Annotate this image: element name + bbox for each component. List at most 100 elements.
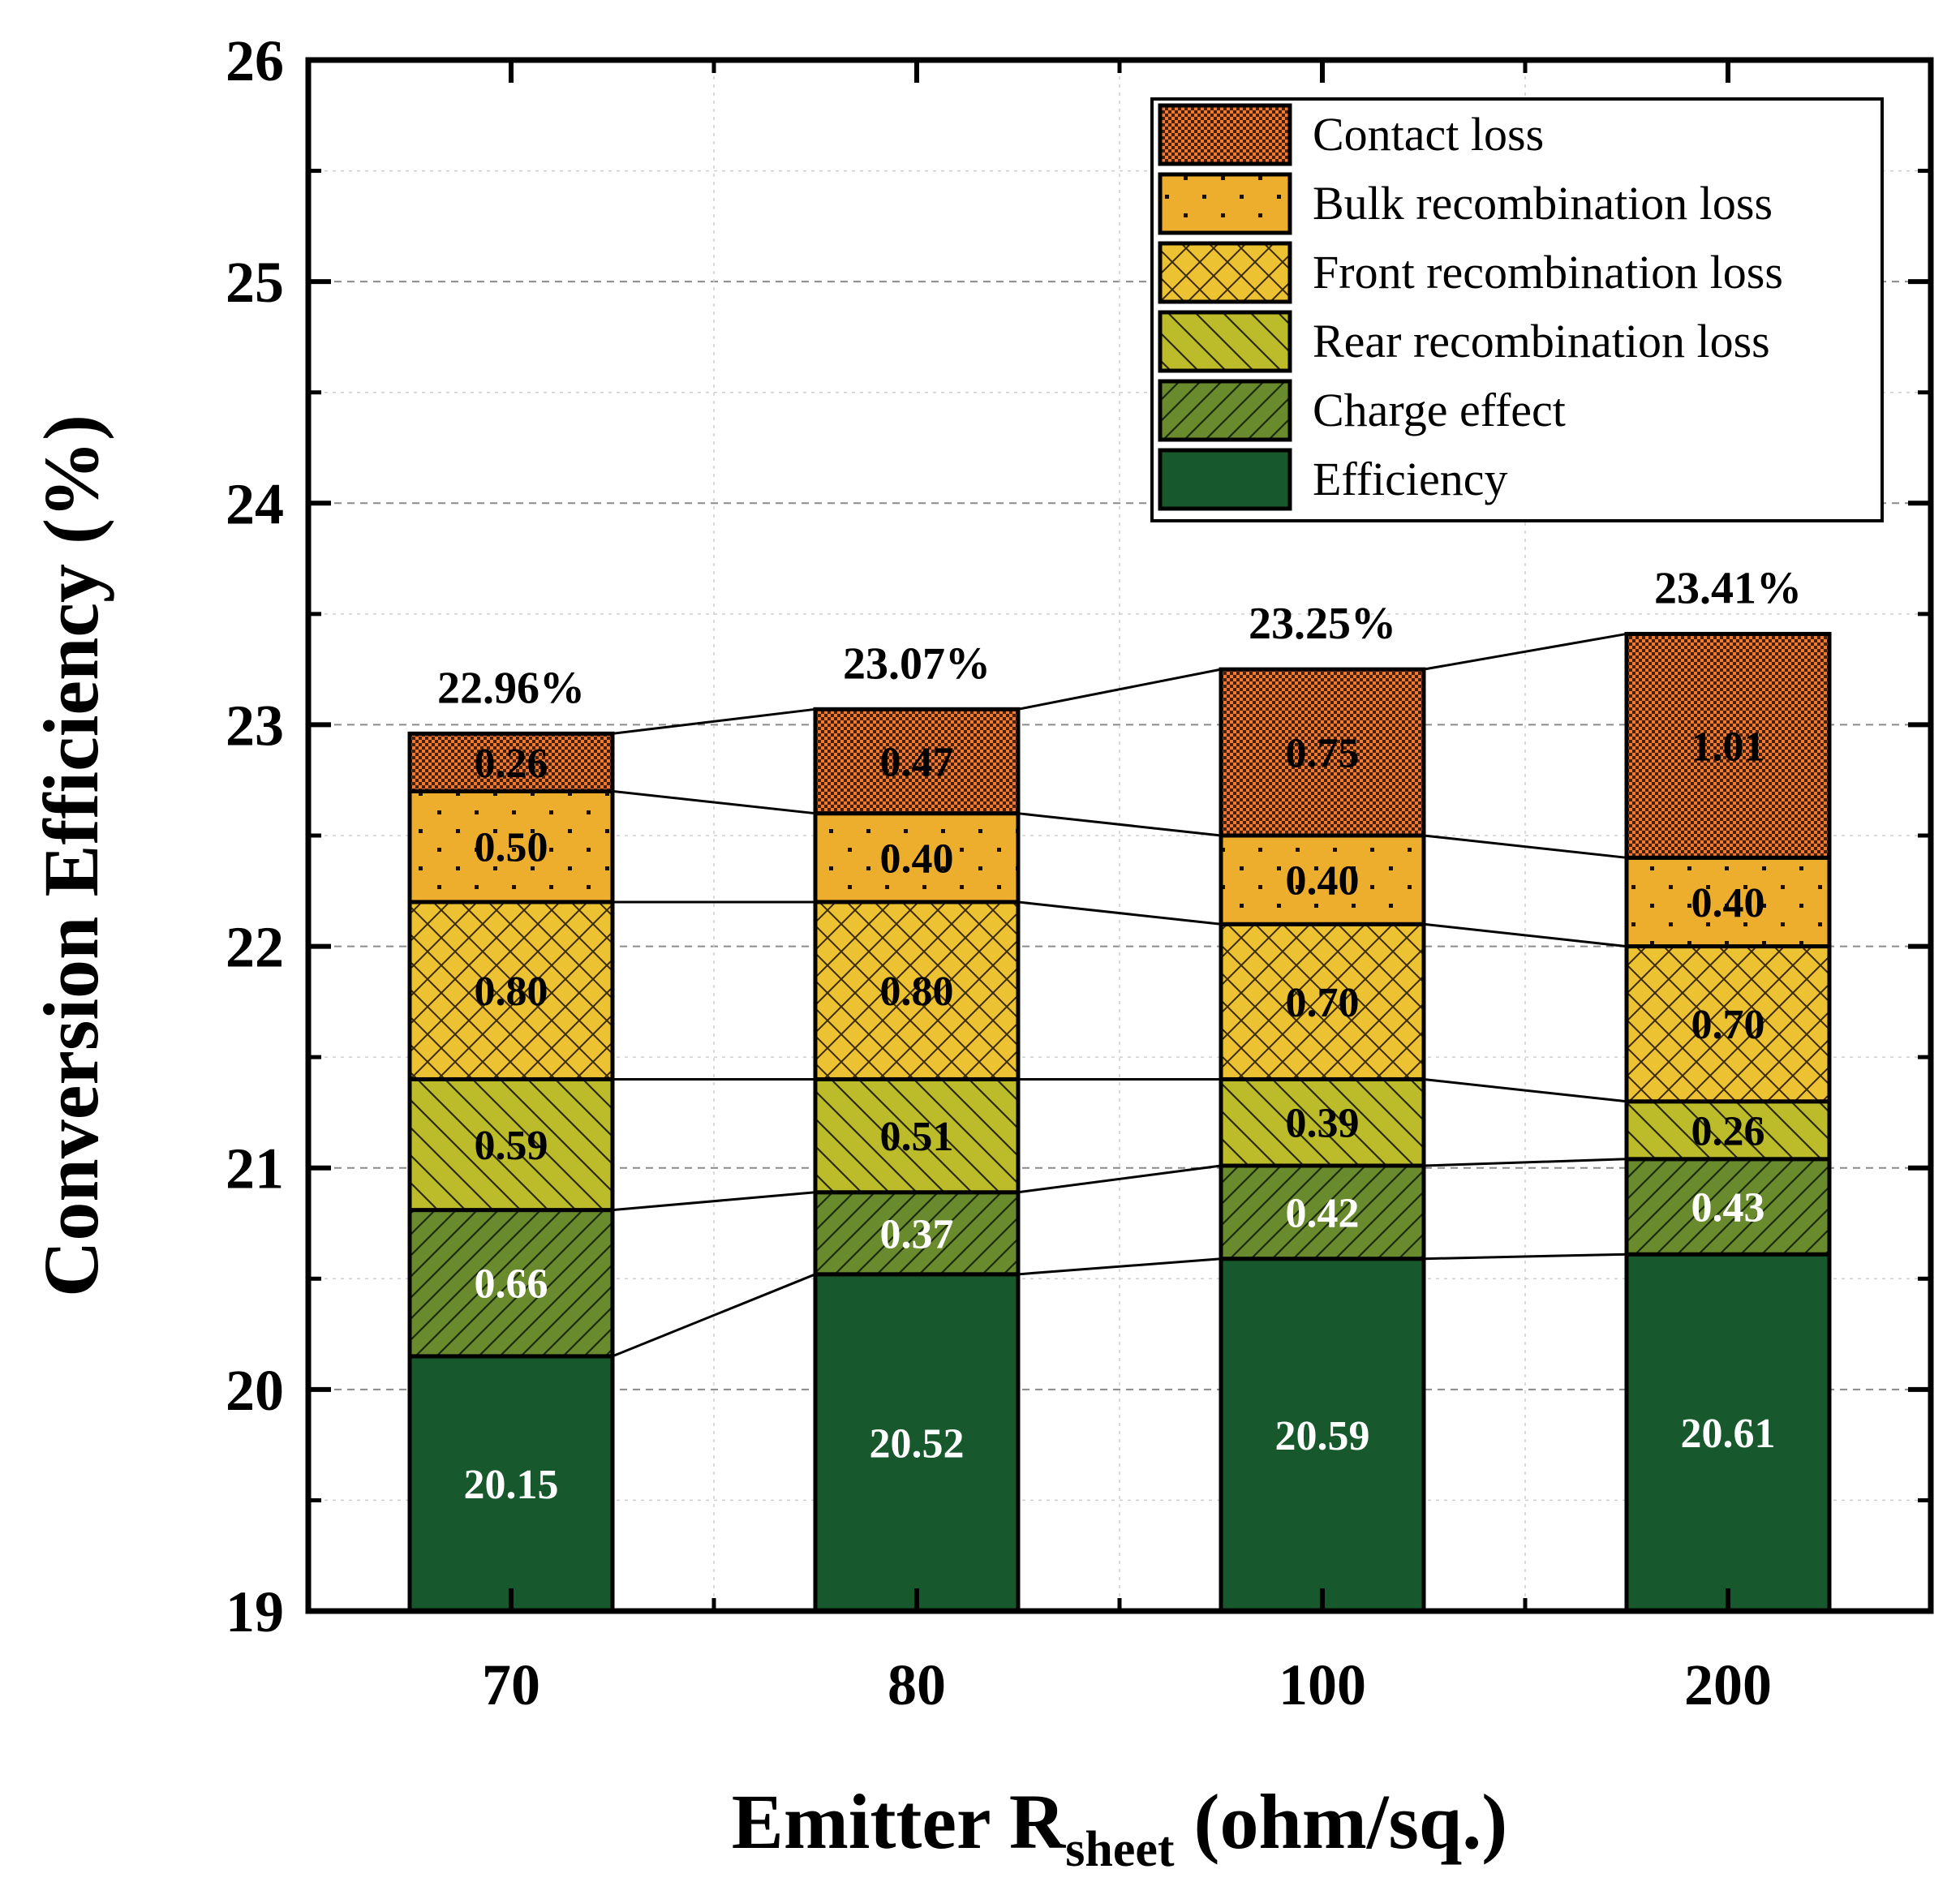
axes: 19 20 21 22 23 24 25 26 70 80 100 200 bbox=[226, 28, 1934, 1717]
data-label-contact-loss-200: 1.01 bbox=[1691, 724, 1765, 770]
data-label-contact-loss-70: 0.26 bbox=[475, 741, 548, 787]
total-label-100: 23.25% bbox=[1249, 599, 1396, 649]
total-label-200: 23.41% bbox=[1654, 563, 1802, 613]
connector-line bbox=[1017, 1257, 1222, 1276]
bar-pattern-rear-recombination-loss-100 bbox=[1221, 1079, 1424, 1166]
total-label-70: 22.96% bbox=[437, 663, 585, 713]
connector-line bbox=[1423, 1158, 1627, 1167]
x-axis-title-subscript: sheet bbox=[1065, 1822, 1175, 1877]
x-axis-title: Emitter Rsheet (ohm/sq.) bbox=[732, 1778, 1507, 1877]
legend-label-charge-effect: Charge effect bbox=[1313, 384, 1566, 436]
legend-swatch-outline-contact-loss bbox=[1158, 103, 1292, 166]
legend-label-rear-recombination-loss: Rear recombination loss bbox=[1313, 315, 1770, 367]
legend-label-efficiency: Efficiency bbox=[1313, 453, 1507, 505]
x-tick-label-100: 100 bbox=[1279, 1652, 1366, 1717]
legend-swatch-outline-bulk-recombination-loss bbox=[1158, 172, 1292, 235]
bar-pattern-contact-loss-200 bbox=[1627, 634, 1829, 858]
connector-line bbox=[612, 707, 816, 735]
y-tick-label: 22 bbox=[226, 915, 284, 980]
legend-swatch-pattern-charge-effect bbox=[1160, 381, 1290, 440]
legend-swatch-pattern-bulk-recombination-loss bbox=[1160, 174, 1290, 233]
connector-line bbox=[1017, 668, 1222, 711]
bar-efficiency-200 bbox=[1627, 1254, 1829, 1611]
y-tick-label: 21 bbox=[226, 1137, 284, 1201]
bar-efficiency-70 bbox=[410, 1356, 612, 1611]
data-label-front-recombination-loss-70: 0.80 bbox=[475, 969, 548, 1015]
data-label-charge-effect-80: 0.37 bbox=[880, 1211, 954, 1257]
bar-pattern-charge-effect-100 bbox=[1221, 1165, 1424, 1259]
bar-pattern-front-recombination-loss-100 bbox=[1221, 924, 1424, 1080]
legend-swatch-outline-rear-recombination-loss bbox=[1158, 310, 1292, 373]
connector-line bbox=[1017, 812, 1222, 837]
bar-pattern-bulk-recombination-loss-70 bbox=[410, 791, 612, 902]
y-tick-label: 23 bbox=[226, 693, 284, 758]
connector-line bbox=[1423, 1253, 1627, 1261]
legend-swatch-efficiency bbox=[1160, 450, 1290, 509]
connector-line bbox=[1423, 834, 1627, 859]
data-label-efficiency-100: 20.59 bbox=[1275, 1413, 1370, 1459]
data-label-charge-effect-200: 0.43 bbox=[1691, 1185, 1765, 1231]
x-tick-label-70: 70 bbox=[482, 1652, 540, 1717]
y-axis-title: Conversion Efficiency (%) bbox=[28, 415, 114, 1297]
bar-pattern-bulk-recombination-loss-100 bbox=[1221, 836, 1424, 925]
data-label-bulk-recombination-loss-100: 0.40 bbox=[1286, 858, 1360, 904]
bar-outline-contact-loss-80 bbox=[813, 707, 1021, 816]
bar-outline-contact-loss-70 bbox=[407, 731, 615, 793]
data-label-efficiency-80: 20.52 bbox=[870, 1420, 965, 1467]
y-tick-label: 19 bbox=[226, 1579, 284, 1644]
bar-pattern-charge-effect-200 bbox=[1627, 1158, 1829, 1255]
bar-pattern-rear-recombination-loss-200 bbox=[1627, 1101, 1829, 1159]
connector-line bbox=[1017, 1164, 1222, 1194]
legend-swatch-pattern-contact-loss bbox=[1160, 105, 1290, 164]
legend-label-bulk-recombination-loss: Bulk recombination loss bbox=[1313, 177, 1773, 230]
connector-lines bbox=[612, 632, 1627, 1358]
bar-pattern-bulk-recombination-loss-200 bbox=[1627, 857, 1829, 947]
bar-pattern-charge-effect-80 bbox=[815, 1192, 1018, 1274]
data-label-charge-effect-100: 0.42 bbox=[1286, 1190, 1360, 1236]
bar-efficiency-100 bbox=[1221, 1258, 1424, 1611]
data-label-rear-recombination-loss-70: 0.59 bbox=[475, 1123, 548, 1169]
data-label-rear-recombination-loss-80: 0.51 bbox=[880, 1114, 954, 1160]
legend-swatch-outline-charge-effect bbox=[1158, 379, 1292, 442]
data-label-bulk-recombination-loss-70: 0.50 bbox=[475, 825, 548, 871]
y-tick-label: 20 bbox=[226, 1358, 284, 1423]
x-tick-label-80: 80 bbox=[888, 1652, 946, 1717]
connector-line bbox=[1423, 632, 1627, 671]
bar-pattern-rear-recombination-loss-80 bbox=[815, 1079, 1018, 1192]
data-labels: 20.15 0.66 0.59 0.80 0.50 0.26 22.96% 20.52 0.37… bbox=[437, 563, 1802, 1508]
total-label-80: 23.07% bbox=[843, 638, 991, 689]
legend: Contact loss Bulk recombination loss Front… bbox=[1150, 97, 1884, 522]
data-label-rear-recombination-loss-200: 0.26 bbox=[1691, 1108, 1765, 1154]
legend-swatch-pattern-rear-recombination-loss bbox=[1160, 312, 1290, 371]
data-label-front-recombination-loss-80: 0.80 bbox=[880, 969, 954, 1015]
data-label-contact-loss-100: 0.75 bbox=[1286, 731, 1360, 777]
data-label-bulk-recombination-loss-200: 0.40 bbox=[1691, 880, 1765, 926]
legend-swatch-outline-efficiency bbox=[1158, 448, 1292, 511]
data-label-rear-recombination-loss-100: 0.39 bbox=[1286, 1101, 1360, 1147]
y-tick-label: 24 bbox=[226, 471, 284, 536]
data-label-front-recombination-loss-200: 0.70 bbox=[1691, 1002, 1765, 1048]
data-label-efficiency-200: 20.61 bbox=[1681, 1411, 1776, 1457]
bar-pattern-contact-loss-70 bbox=[410, 733, 612, 792]
data-label-contact-loss-80: 0.47 bbox=[880, 739, 954, 785]
legend-label-contact-loss: Contact loss bbox=[1313, 108, 1544, 161]
connector-line bbox=[612, 1273, 816, 1358]
legend-box bbox=[1150, 97, 1884, 522]
data-label-efficiency-70: 20.15 bbox=[464, 1462, 559, 1508]
legend-swatch-pattern-front-recombination-loss bbox=[1160, 243, 1290, 302]
data-label-charge-effect-70: 0.66 bbox=[475, 1261, 548, 1308]
bar-pattern-contact-loss-80 bbox=[815, 709, 1018, 814]
legend-label-front-recombination-loss: Front recombination loss bbox=[1313, 246, 1783, 299]
connector-line bbox=[1423, 922, 1627, 948]
x-tick-label-200: 200 bbox=[1684, 1652, 1772, 1717]
bar-outline-contact-loss-100 bbox=[1219, 667, 1426, 838]
data-label-bulk-recombination-loss-80: 0.40 bbox=[880, 836, 954, 882]
x-axis-title-main: Emitter R bbox=[732, 1778, 1067, 1865]
bar-pattern-front-recombination-loss-70 bbox=[410, 901, 612, 1080]
bar-pattern-charge-effect-70 bbox=[410, 1210, 612, 1356]
legend-swatch-outline-front-recombination-loss bbox=[1158, 241, 1292, 304]
x-axis-title-unit: (ohm/sq.) bbox=[1175, 1778, 1508, 1865]
y-tick-label: 26 bbox=[226, 28, 284, 93]
bars bbox=[407, 631, 1832, 1613]
